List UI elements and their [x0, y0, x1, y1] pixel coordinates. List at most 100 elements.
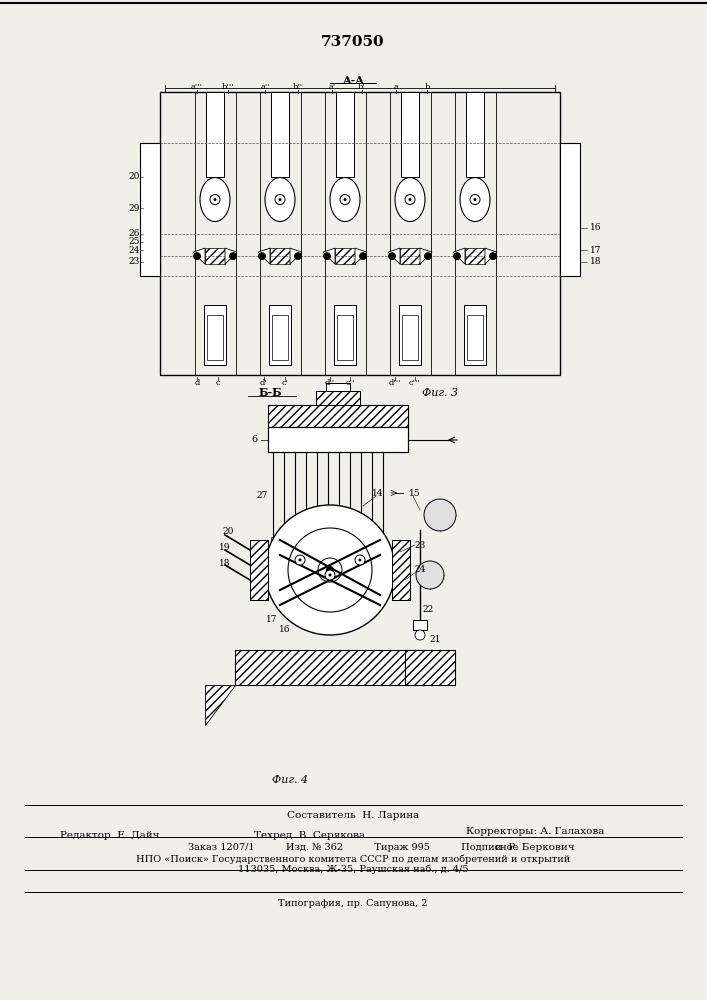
Text: d'': d''	[325, 379, 335, 387]
Text: A-A: A-A	[342, 75, 364, 86]
Polygon shape	[225, 248, 237, 264]
Circle shape	[344, 198, 346, 201]
Circle shape	[424, 253, 431, 260]
Text: 23: 23	[414, 540, 426, 550]
Circle shape	[214, 198, 216, 201]
Bar	[304, 537, 308, 545]
Bar	[235, 650, 425, 685]
Text: d: d	[194, 379, 199, 387]
Circle shape	[275, 195, 285, 205]
Bar	[464, 305, 486, 365]
Bar	[207, 315, 223, 360]
Bar	[282, 537, 286, 545]
Bar	[392, 540, 410, 600]
Text: Фиг. 3: Фиг. 3	[422, 388, 458, 398]
Polygon shape	[420, 248, 432, 264]
Bar	[560, 143, 580, 276]
Circle shape	[295, 253, 301, 260]
Bar	[381, 537, 385, 545]
Text: Б-Б: Б-Б	[258, 387, 282, 398]
Polygon shape	[453, 248, 465, 264]
Bar	[399, 305, 421, 365]
Text: 29: 29	[129, 204, 140, 213]
Text: a'': a''	[260, 83, 270, 91]
Circle shape	[340, 195, 350, 205]
Circle shape	[355, 555, 365, 565]
Text: 737050: 737050	[321, 35, 385, 49]
Text: 20: 20	[222, 528, 234, 536]
Circle shape	[265, 505, 395, 635]
Polygon shape	[355, 248, 367, 264]
Text: 6: 6	[252, 436, 258, 444]
Bar	[315, 537, 319, 545]
Text: 17: 17	[267, 615, 278, 624]
Text: 24: 24	[414, 566, 426, 574]
Text: Фиг. 4: Фиг. 4	[272, 775, 308, 785]
Bar	[467, 315, 483, 360]
Polygon shape	[193, 248, 205, 264]
Bar	[402, 315, 418, 360]
Circle shape	[194, 253, 201, 260]
Circle shape	[453, 253, 460, 260]
Text: 14: 14	[373, 488, 384, 497]
Bar	[359, 537, 363, 545]
Polygon shape	[258, 248, 270, 264]
Bar	[334, 305, 356, 365]
Text: 26: 26	[129, 229, 140, 238]
Circle shape	[329, 574, 332, 576]
Ellipse shape	[200, 178, 230, 222]
Bar	[413, 620, 427, 630]
Text: c'': c''	[345, 379, 355, 387]
Polygon shape	[323, 248, 335, 264]
Text: c: c	[216, 379, 221, 387]
Bar	[204, 305, 226, 365]
Bar	[348, 537, 352, 545]
Text: 21: 21	[429, 636, 440, 645]
Ellipse shape	[395, 178, 425, 222]
Text: и  Р. Беркович: и Р. Беркович	[495, 842, 575, 852]
Ellipse shape	[460, 178, 490, 222]
Text: 22: 22	[422, 605, 433, 614]
Text: 113035, Москва, Ж-35, Раушская наб., д. 4/5: 113035, Москва, Ж-35, Раушская наб., д. …	[238, 864, 468, 874]
Bar	[270, 248, 290, 264]
Bar	[337, 315, 353, 360]
Circle shape	[288, 528, 372, 612]
Bar	[272, 315, 288, 360]
Text: Типография, пр. Сапунова, 2: Типография, пр. Сапунова, 2	[279, 898, 428, 908]
Bar	[250, 540, 268, 600]
Circle shape	[318, 558, 342, 582]
Bar	[271, 92, 289, 177]
Polygon shape	[290, 248, 302, 264]
Text: 16: 16	[590, 223, 602, 232]
Polygon shape	[205, 685, 235, 725]
Text: 25: 25	[129, 237, 140, 246]
Bar	[268, 405, 408, 427]
Text: НПО «Поиск» Государственного комитета СССР по делам изобретений и открытий: НПО «Поиск» Государственного комитета СС…	[136, 854, 570, 864]
Bar	[140, 143, 160, 276]
Bar	[206, 92, 224, 177]
Circle shape	[324, 253, 330, 260]
Bar	[250, 540, 268, 600]
Polygon shape	[388, 248, 400, 264]
Bar	[337, 537, 341, 545]
Polygon shape	[485, 248, 497, 264]
Text: b''': b'''	[222, 83, 234, 91]
Bar	[316, 391, 360, 405]
Circle shape	[470, 195, 480, 205]
Text: 16: 16	[279, 626, 291, 635]
Bar	[326, 537, 330, 545]
Text: 18: 18	[590, 257, 602, 266]
Text: 27: 27	[257, 490, 268, 499]
Bar	[269, 305, 291, 365]
Bar	[326, 383, 350, 391]
Text: d': d'	[260, 379, 268, 387]
Text: d''': d'''	[389, 379, 402, 387]
Bar	[268, 427, 408, 452]
Text: a''': a'''	[191, 83, 203, 91]
Circle shape	[298, 558, 301, 562]
Circle shape	[405, 195, 415, 205]
Text: 17: 17	[590, 246, 602, 255]
Text: 24: 24	[129, 246, 140, 255]
Bar	[293, 537, 297, 545]
Bar	[271, 537, 275, 545]
